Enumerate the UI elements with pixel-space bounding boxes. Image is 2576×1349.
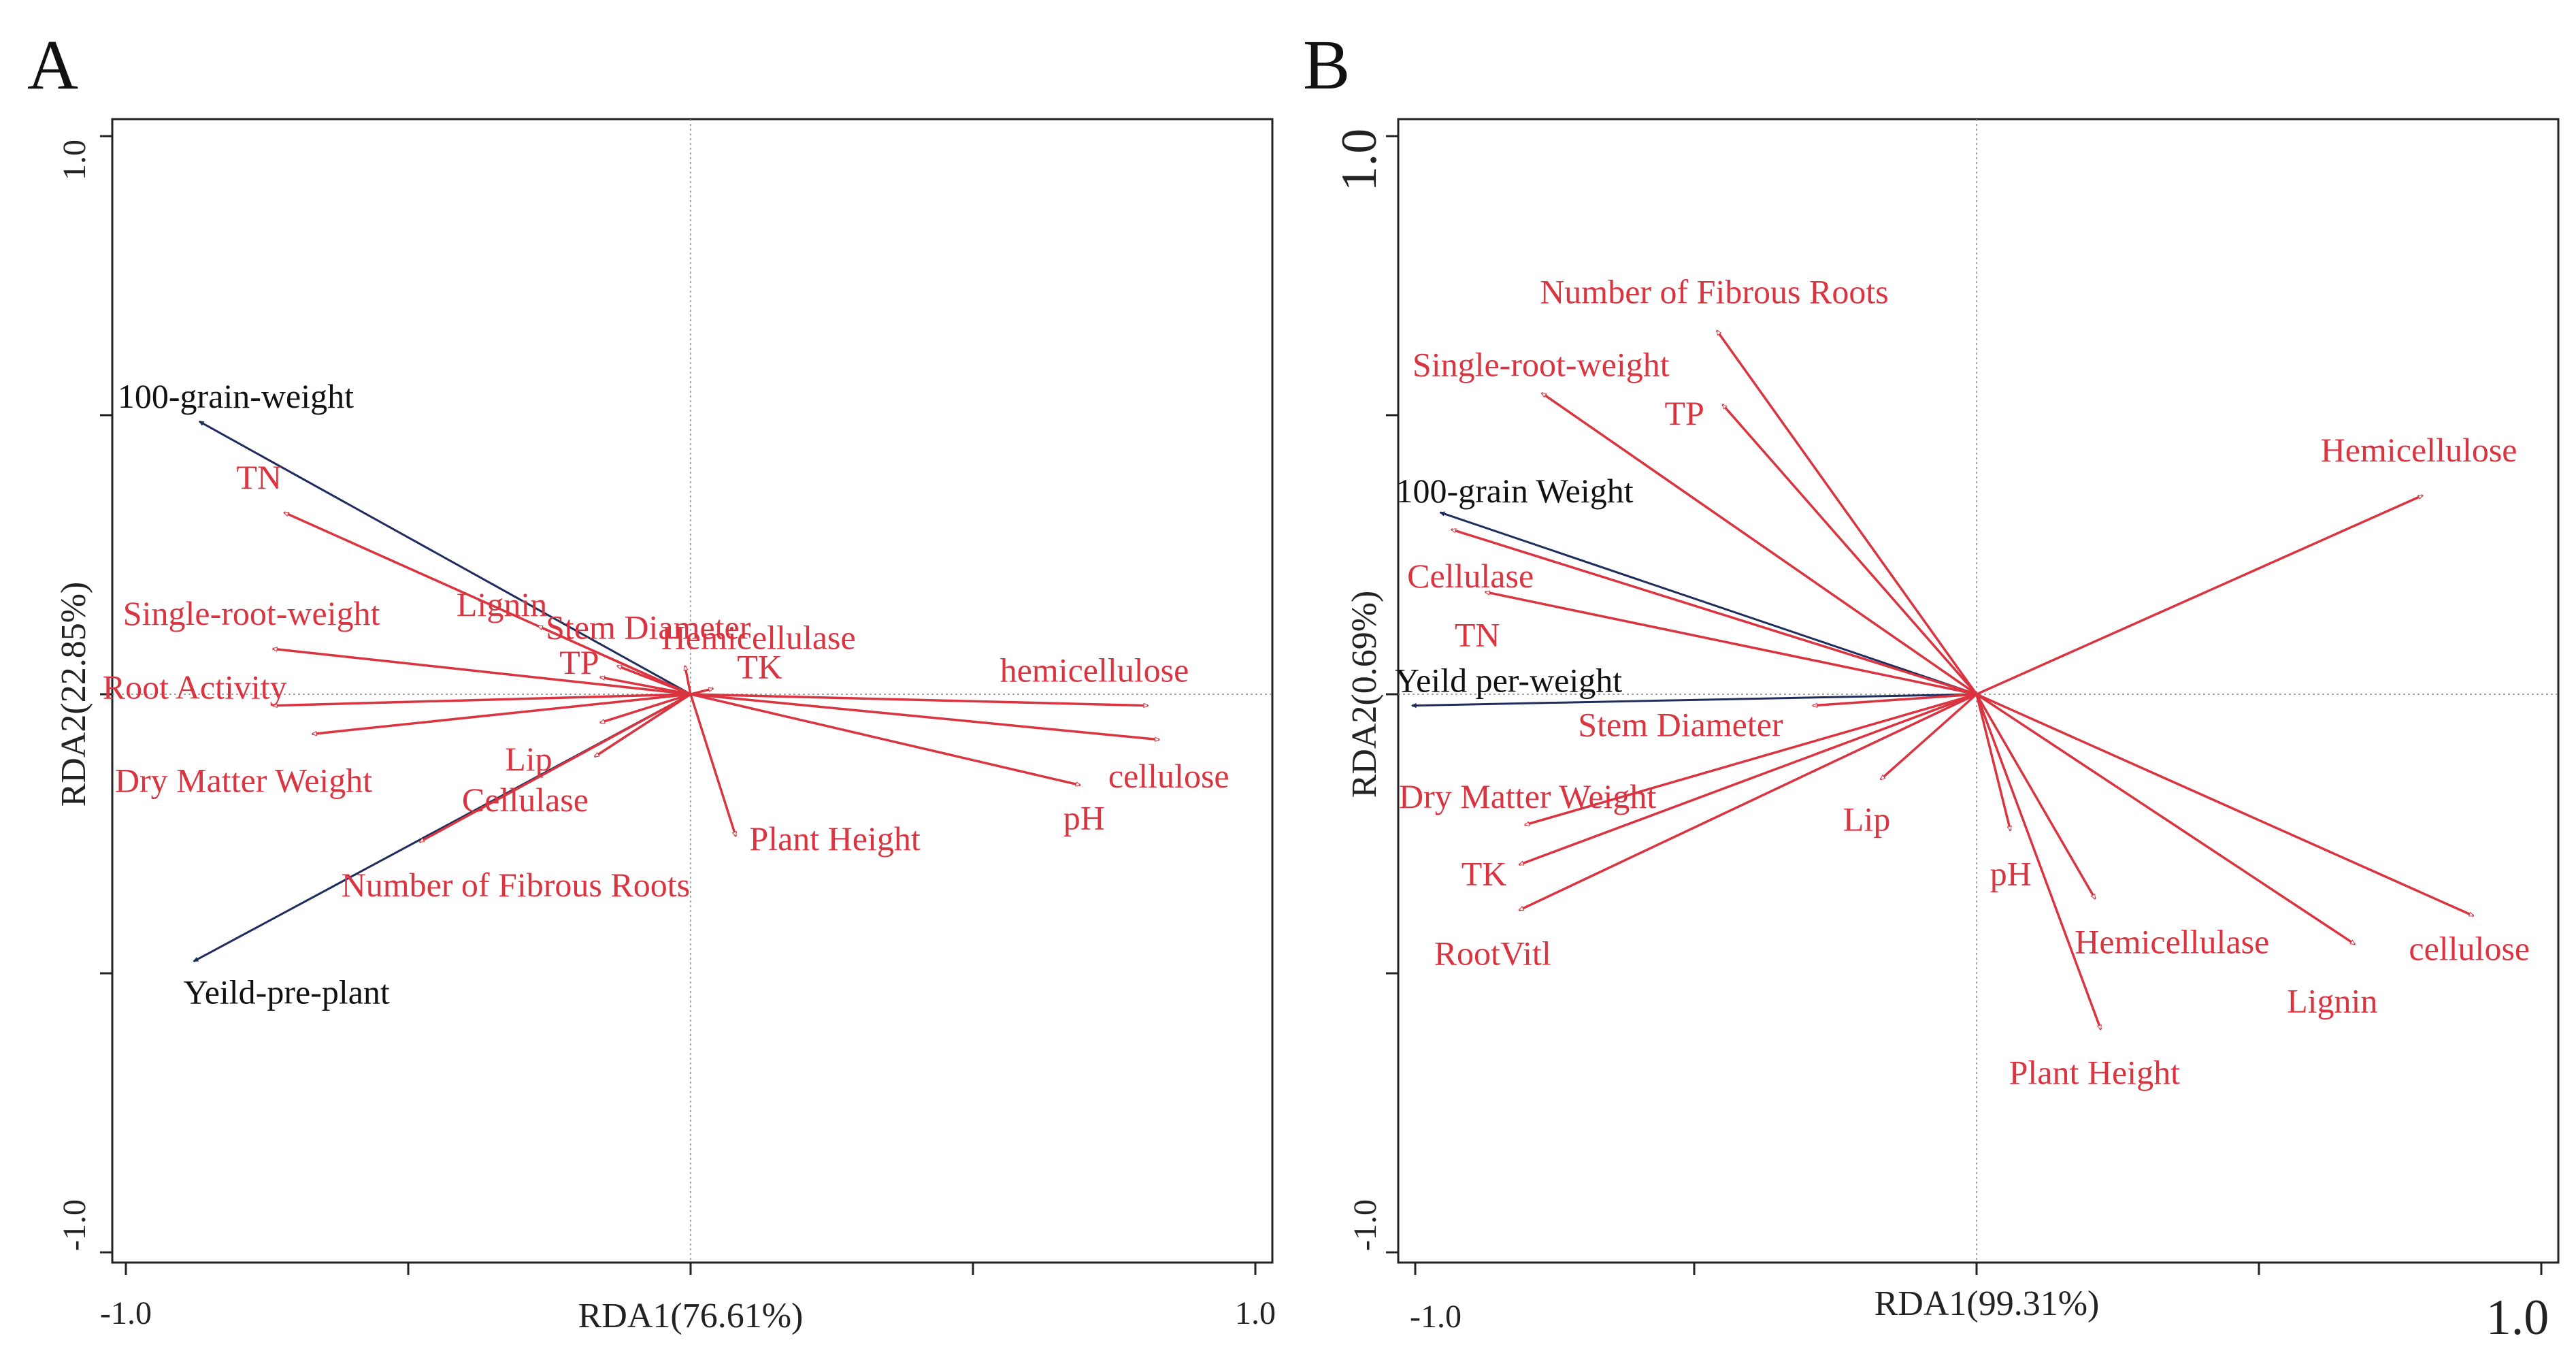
arrow-label: 100-grain Weight	[1396, 472, 1634, 510]
panel-b-arrows	[1410, 329, 2475, 1030]
arrow-label: Lignin	[2287, 981, 2377, 1020]
arrow-label: Dry Matter Weight	[115, 761, 372, 799]
panel-b: B 100-grain Weight Yeild per-weight Number…	[1303, 26, 2560, 1346]
panel-b-label: B	[1303, 26, 1350, 104]
arrow-label: TN	[236, 458, 282, 496]
arrow-yeild-per-weight	[1410, 693, 1977, 709]
panel-a-y-axis-label: RDA2(22.85%)	[54, 582, 93, 807]
arrow-hemicellulase	[1975, 694, 2096, 900]
arrow-lip	[599, 693, 691, 724]
arrow-label: Yeild per-weight	[1395, 662, 1622, 700]
arrow-label: TP	[1665, 394, 1704, 432]
arrow-tp	[1721, 403, 1978, 696]
arrow-label: Cellulase	[1407, 557, 1534, 595]
arrow-stem-diameter	[616, 664, 691, 696]
arrow-label: Plant Height	[2009, 1054, 2180, 1092]
arrow-label: cellulose	[2409, 930, 2530, 968]
arrow-100-grain-weight	[198, 420, 691, 696]
arrow-label: Cellulase	[462, 781, 589, 819]
arrow-label: TP	[559, 643, 599, 681]
arrow-lignin	[537, 625, 691, 696]
panel-a-label: A	[27, 26, 78, 104]
panel-a-x-tick-left: -1.0	[100, 1295, 152, 1331]
arrow-label: TK	[737, 648, 782, 686]
panel-a: A 100-grain-weight Yeild-pre-plant TN Singl…	[27, 26, 1276, 1335]
panel-b-x-axis-label: RDA1(99.31%)	[1875, 1284, 2100, 1323]
arrow-hemicellulase	[683, 664, 692, 695]
arrow-tn	[1484, 590, 1977, 696]
arrow-label: Lip	[1843, 800, 1890, 838]
arrow-lip	[1879, 693, 1978, 781]
arrow-100-grain-weight	[1439, 511, 1977, 696]
arrow-label: Yeild-pre-plant	[184, 973, 390, 1011]
arrow-label: TK	[1462, 855, 1507, 893]
arrow-dry-matter-weight	[311, 693, 691, 736]
arrow-ph	[1975, 694, 2012, 832]
arrow-hemicellulose	[1976, 494, 2424, 696]
arrow-number-of-fibrous-roots	[1715, 329, 1978, 696]
arrow-label: Dry Matter Weight	[1399, 777, 1656, 815]
arrow-label: Plant Height	[749, 819, 920, 858]
panel-a-frame	[111, 118, 1274, 1264]
arrow-tk	[1518, 693, 1977, 866]
arrow-label: Single-root-weight	[123, 594, 380, 632]
panel-a-y-tick-top: 1.0	[56, 140, 93, 180]
panel-b-y-tick-bottom: -1.0	[1347, 1199, 1383, 1251]
arrow-single-root-weight	[1540, 392, 1977, 696]
arrow-label: RootVitl	[1434, 934, 1551, 972]
arrow-cellulase	[1450, 528, 1977, 696]
arrow-label: Lip	[505, 740, 552, 778]
panel-b-zero-lines	[1398, 119, 2558, 1263]
panel-b-x-tick-left: -1.0	[1410, 1299, 1462, 1335]
arrow-label: Single-root-weight	[1413, 345, 1670, 383]
arrow-label: Lignin	[457, 585, 547, 623]
arrow-label: pH	[1990, 854, 2032, 892]
panel-b-y-axis-label: RDA2(0.69%)	[1345, 591, 1384, 798]
arrow-label: Hemicellulase	[661, 618, 856, 656]
arrow-rootvitl	[1518, 693, 1977, 911]
panel-b-y-tick-top: 1.0	[1332, 129, 1387, 192]
panel-a-arrows	[193, 420, 1161, 962]
panel-a-y-tick-bottom: -1.0	[56, 1199, 93, 1251]
arrow-label: Number of Fibrous Roots	[342, 866, 691, 904]
arrow-plant-height	[689, 694, 738, 838]
arrow-plant-height	[1975, 694, 2102, 1030]
arrow-root-activity	[271, 693, 691, 709]
panel-b-frame	[1397, 118, 2560, 1264]
arrow-lignin	[1976, 693, 2356, 945]
arrow-hemicellulose	[690, 693, 1149, 709]
arrow-cellulase	[593, 693, 691, 758]
arrow-stem-diameter	[1811, 693, 1977, 709]
arrow-label: Number of Fibrous Roots	[1540, 273, 1889, 311]
arrow-label: Stem Diameter	[546, 608, 751, 646]
arrow-tp	[599, 675, 691, 696]
panel-a-labels: 100-grain-weight Yeild-pre-plant TN Single-…	[103, 377, 1229, 1011]
panel-a-ticks	[100, 135, 1257, 1275]
arrow-cellulose	[1976, 693, 2475, 917]
arrow-dry-matter-weight	[1523, 693, 1977, 826]
panel-b-x-tick-right: 1.0	[2486, 1290, 2549, 1346]
arrow-cellulose	[690, 693, 1161, 742]
panel-b-ticks	[1386, 135, 2543, 1275]
arrow-number-of-fibrous-roots	[418, 693, 691, 843]
arrow-label: cellulose	[1108, 757, 1229, 795]
arrow-single-root-weight	[271, 647, 691, 696]
arrow-label: Hemicellulose	[2321, 431, 2517, 469]
arrow-label: pH	[1063, 799, 1105, 837]
panel-a-x-axis-label: RDA1(76.61%)	[578, 1297, 804, 1335]
panel-a-x-tick-right: 1.0	[1235, 1295, 1276, 1331]
arrow-label: Root Activity	[103, 668, 287, 706]
arrow-label: hemicellulose	[1000, 651, 1189, 689]
arrow-label: TN	[1455, 616, 1500, 654]
arrow-label: Hemicellulase	[2075, 923, 2269, 961]
panel-b-labels: 100-grain Weight Yeild per-weight Number o…	[1395, 273, 2530, 1092]
arrow-label: Stem Diameter	[1578, 706, 1783, 744]
arrow-label: 100-grain-weight	[118, 377, 354, 415]
arrow-ph	[690, 693, 1082, 787]
